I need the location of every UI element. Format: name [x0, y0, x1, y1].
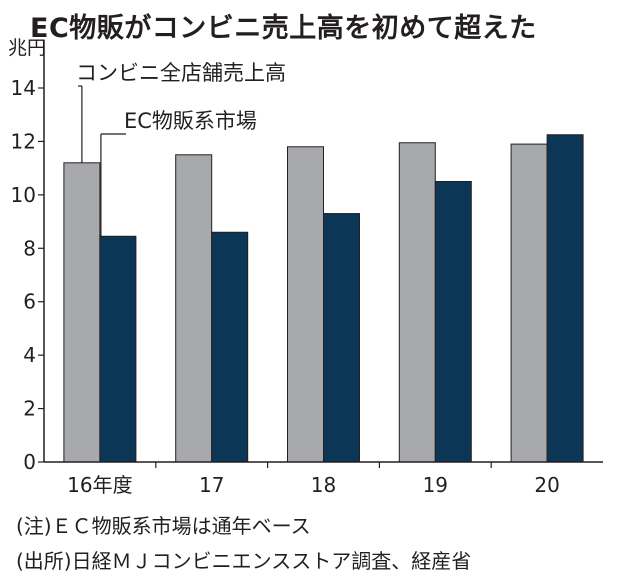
y-tick-label: 12 — [11, 129, 36, 153]
bar-ec-4 — [546, 134, 584, 463]
legend-leader-lines — [78, 85, 126, 237]
legend-label: コンビニ全店舗売上高 — [76, 61, 286, 85]
legend-labels: コンビニ全店舗売上高 EC物販系市場 — [76, 61, 286, 133]
bar-convenience-2 — [287, 146, 324, 463]
y-tick-label: 2 — [23, 397, 36, 421]
y-unit-label: 兆円 — [8, 37, 46, 59]
y-tick-label: 4 — [23, 343, 36, 367]
x-tick-label: 16年度 — [67, 473, 132, 497]
x-tick-label: 20 — [534, 473, 559, 497]
bar-ec-0 — [99, 235, 137, 463]
y-tick-labels: 0 2 4 6 8 10 12 14 — [11, 76, 36, 474]
bar-convenience-3 — [398, 142, 436, 463]
x-tick-label: 17 — [199, 473, 224, 497]
axes — [38, 40, 603, 468]
x-tick-label: 18 — [311, 473, 336, 497]
y-tick-label: 0 — [23, 450, 36, 474]
x-tick-labels: 16年度 17 18 19 20 — [67, 473, 560, 497]
source-text: (出所)日経ＭＪコンビニエンスストア調査、経産省 — [16, 549, 472, 573]
bar-convenience-1 — [175, 154, 213, 463]
bar-group — [63, 134, 584, 463]
y-tick-label: 6 — [23, 290, 36, 314]
y-tick-label: 8 — [23, 236, 36, 260]
bar-ec-1 — [211, 231, 249, 463]
bar-convenience-4 — [510, 143, 548, 463]
legend-label: EC物販系市場 — [124, 109, 257, 133]
y-tick-label: 14 — [11, 76, 36, 100]
x-tick-label: 19 — [423, 473, 448, 497]
bar-convenience-0 — [63, 162, 101, 463]
bar-ec-2 — [323, 213, 360, 463]
y-tick-label: 10 — [11, 183, 36, 207]
chart-title: EC物販がコンビニ売上高を初めて超えた — [30, 13, 537, 44]
bar-ec-3 — [434, 181, 472, 463]
note-text: (注)ＥＣ物販系市場は通年ベース — [16, 514, 311, 538]
